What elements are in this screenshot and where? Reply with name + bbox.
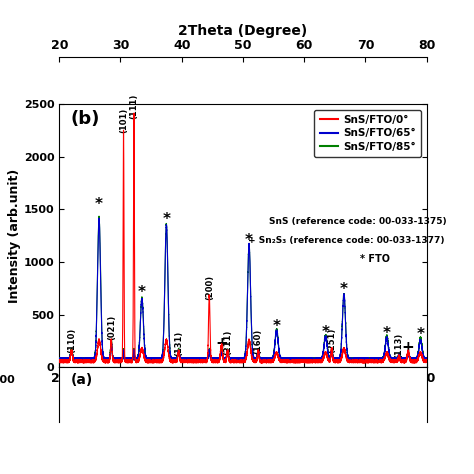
Text: (160): (160) [254, 329, 263, 354]
Text: *: * [383, 326, 391, 341]
Text: *: * [163, 212, 170, 228]
Text: (021): (021) [107, 315, 116, 340]
Text: (211): (211) [223, 329, 232, 355]
X-axis label: 2Theta (Degree): 2Theta (Degree) [178, 388, 308, 402]
Text: (200): (200) [205, 275, 214, 300]
Text: (b): (b) [70, 109, 100, 128]
Text: + Sn₂S₃ (reference code: 00-033-1377): + Sn₂S₃ (reference code: 00-033-1377) [248, 236, 445, 245]
Text: (251): (251) [327, 328, 336, 354]
Text: (a): (a) [70, 373, 92, 387]
Text: *: * [138, 285, 146, 300]
Text: *: * [273, 319, 281, 334]
Y-axis label: Intensity (arb.unit): Intensity (arb.unit) [8, 169, 21, 303]
Text: (110): (110) [67, 328, 76, 353]
X-axis label: 2Theta (Degree): 2Theta (Degree) [178, 24, 308, 38]
Text: *: * [417, 328, 425, 342]
Text: * FTO: * FTO [360, 254, 391, 264]
Text: *: * [340, 282, 348, 297]
Text: (111): (111) [129, 94, 138, 119]
Text: SnS (reference code: 00-033-1375): SnS (reference code: 00-033-1375) [269, 217, 446, 226]
Text: *: * [245, 233, 253, 248]
Text: +: + [215, 336, 228, 351]
Text: +: + [402, 340, 415, 355]
Text: *: * [95, 197, 103, 211]
Text: 6000: 6000 [0, 375, 15, 385]
Text: *: * [321, 325, 329, 340]
Text: (113): (113) [394, 332, 403, 358]
Text: (131): (131) [174, 330, 183, 356]
Text: (101): (101) [119, 108, 128, 133]
Legend: SnS/FTO/0°, SnS/FTO/65°, SnS/FTO/85°: SnS/FTO/0°, SnS/FTO/65°, SnS/FTO/85° [314, 109, 421, 157]
